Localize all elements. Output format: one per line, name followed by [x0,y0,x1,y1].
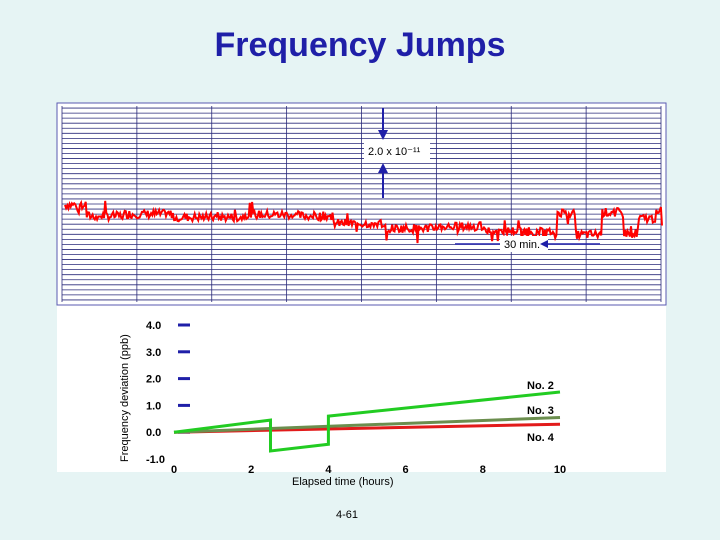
legend-no4: No. 4 [527,432,555,444]
scale-arrowhead-bottom [378,163,388,173]
strip-chart-grid [61,106,662,302]
x-axis-ticks: 0 2 4 6 8 10 [171,464,566,476]
scale-arrowhead-top [378,130,388,140]
y-axis-label: Frequency deviation (ppb) [119,334,131,462]
x-tick-label: 0 [171,464,177,476]
page-title: Frequency Jumps [214,26,506,64]
x-axis-label: Elapsed time (hours) [292,476,394,488]
x-tick-label: 10 [554,464,566,476]
frequency-trace-line [64,199,663,245]
page-number: 4-61 [336,509,359,521]
span-label: 30 min. [504,239,540,251]
span-label-box [500,236,548,252]
y-tick-label: 3.0 [146,347,161,359]
scale-label-box [364,142,430,160]
y-tick-label: -1.0 [146,454,165,466]
x-tick-label: 2 [248,464,254,476]
span-arrowhead-right [540,240,548,248]
x-tick-label: 6 [403,464,409,476]
y-tick-label: 0.0 [146,427,161,439]
strip-chart-trace [64,199,663,245]
y-tick-label: 2.0 [146,374,161,386]
x-tick-label: 8 [480,464,486,476]
y-tick-label: 1.0 [146,400,161,412]
series-line-no3 [173,416,561,434]
series-line-no2 [173,390,561,453]
series-lines [173,390,561,453]
y-tick-label: 4.0 [146,320,161,332]
x-tick-label: 4 [325,464,332,476]
legend-no3: No. 3 [527,405,554,417]
scale-label: 2.0 x 10⁻¹¹ [368,146,421,158]
legend-no2: No. 2 [527,380,554,392]
